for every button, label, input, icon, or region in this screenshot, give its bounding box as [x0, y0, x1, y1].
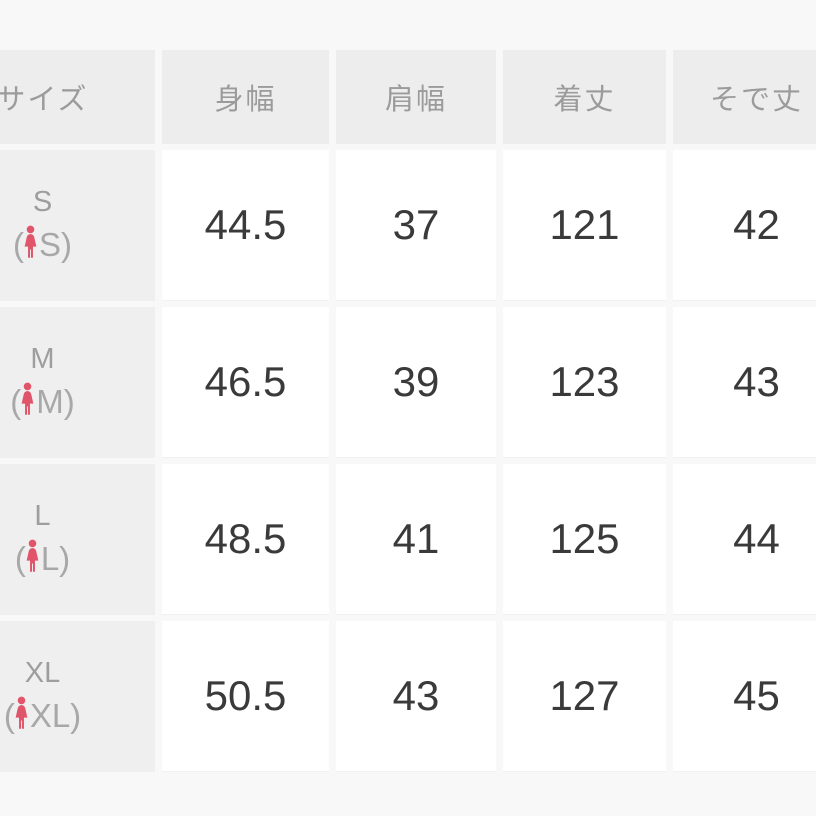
paren-rest: L) — [40, 540, 71, 577]
size-cell-m: M ( M) — [0, 307, 155, 458]
table-cell: 46.5 — [162, 307, 329, 458]
woman-icon-svg — [21, 382, 34, 415]
size-sublabel: ( L) — [14, 539, 71, 577]
woman-icon — [12, 696, 31, 733]
paren-open: ( — [10, 383, 22, 420]
woman-icon-shape — [21, 382, 34, 415]
size-cell-l: L ( L) — [0, 464, 155, 615]
table-cell: 41 — [336, 464, 496, 615]
size-chart-table: サイズ 身幅 肩幅 着丈 そで丈 S ( S) 44.5 37 121 42 M … — [0, 50, 816, 772]
woman-icon-svg — [15, 696, 28, 729]
woman-icon-shape — [26, 539, 39, 572]
table-cell: 42 — [673, 150, 816, 301]
size-cell-s: S ( S) — [0, 150, 155, 301]
size-label: M — [30, 343, 55, 375]
header-shoulder-width: 肩幅 — [336, 50, 496, 144]
paren-open: ( — [3, 697, 15, 734]
woman-icon — [21, 225, 40, 262]
table-cell: 125 — [503, 464, 666, 615]
table-cell: 43 — [673, 307, 816, 458]
paren-open: ( — [14, 540, 26, 577]
table-cell: 44.5 — [162, 150, 329, 301]
header-length: 着丈 — [503, 50, 666, 144]
table-cell: 39 — [336, 307, 496, 458]
size-cell-xl: XL ( XL) — [0, 621, 155, 772]
header-body-width: 身幅 — [162, 50, 329, 144]
paren-open: ( — [13, 226, 24, 263]
header-sleeve-length: そで丈 — [673, 50, 816, 144]
woman-icon-shape — [15, 696, 28, 729]
size-sublabel: ( M) — [10, 382, 75, 420]
size-label: L — [34, 500, 51, 532]
table-cell: 37 — [336, 150, 496, 301]
table-cell: 44 — [673, 464, 816, 615]
paren-rest: XL) — [29, 697, 82, 734]
size-sublabel: ( XL) — [3, 696, 82, 734]
woman-icon-svg — [24, 225, 37, 258]
woman-icon — [23, 539, 42, 576]
table-cell: 123 — [503, 307, 666, 458]
size-sublabel: ( S) — [13, 225, 72, 263]
table-cell: 43 — [336, 621, 496, 772]
table-cell: 45 — [673, 621, 816, 772]
table-cell: 50.5 — [162, 621, 329, 772]
table-cell: 127 — [503, 621, 666, 772]
woman-icon — [18, 382, 37, 419]
table-cell: 121 — [503, 150, 666, 301]
woman-icon-svg — [26, 539, 39, 572]
paren-rest: M) — [36, 383, 75, 420]
woman-icon-shape — [24, 225, 37, 258]
header-size: サイズ — [0, 50, 155, 144]
paren-rest: S) — [39, 226, 72, 263]
size-label: S — [32, 186, 53, 218]
table-cell: 48.5 — [162, 464, 329, 615]
size-label: XL — [24, 657, 61, 689]
